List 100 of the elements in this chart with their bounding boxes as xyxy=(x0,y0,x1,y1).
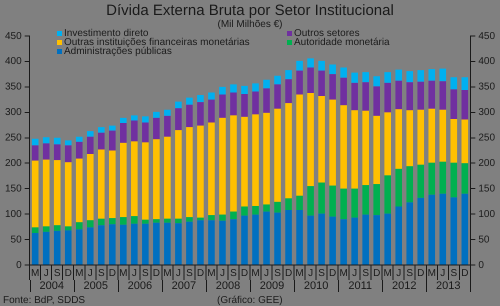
x-tick-label: D xyxy=(373,268,380,279)
bar xyxy=(230,92,237,116)
x-tick-label: D xyxy=(196,268,204,279)
bar xyxy=(32,145,38,161)
bar xyxy=(64,226,72,230)
bar xyxy=(263,88,270,113)
y2-tick-label: 400 xyxy=(478,56,496,68)
y-tick-label: 400 xyxy=(4,56,22,68)
bar xyxy=(241,206,248,216)
bar xyxy=(98,149,105,219)
bar xyxy=(120,123,127,143)
bar xyxy=(340,188,347,220)
bar xyxy=(252,83,259,92)
bar xyxy=(42,226,50,232)
bar xyxy=(318,214,325,264)
bar xyxy=(98,132,105,150)
bar xyxy=(186,98,193,105)
bar xyxy=(175,102,182,108)
y-tick-label: 300 xyxy=(4,107,22,118)
x-tick-label: M xyxy=(251,268,260,279)
bar xyxy=(175,218,182,224)
bar xyxy=(329,100,336,186)
text: 2010 xyxy=(304,280,328,292)
bar xyxy=(329,64,336,74)
bar xyxy=(109,150,116,218)
bar xyxy=(219,94,226,118)
y-tick-label: 250 xyxy=(4,132,22,144)
bar xyxy=(153,112,160,118)
bar xyxy=(384,112,391,176)
x-tick-label: M xyxy=(207,268,216,279)
bar xyxy=(417,164,424,198)
bar xyxy=(362,72,369,82)
bar xyxy=(86,131,94,137)
bar xyxy=(252,114,259,206)
legend-label: Outros setores xyxy=(294,28,360,39)
bar xyxy=(208,215,215,220)
x-tick-label: D xyxy=(64,268,72,279)
bar xyxy=(274,76,281,84)
bar xyxy=(428,194,436,264)
bar xyxy=(164,110,171,116)
bar xyxy=(109,130,116,150)
bar xyxy=(32,227,38,233)
bar xyxy=(230,219,237,264)
chart-subtitle: (Mil Milhões €) xyxy=(217,19,282,30)
x-tick-label: D xyxy=(329,268,336,279)
text: (Gráfico: GEE) xyxy=(217,295,283,306)
bar xyxy=(54,144,61,160)
x-tick-label: J xyxy=(352,268,358,279)
bar xyxy=(42,137,50,144)
x-tick-label: S xyxy=(406,268,414,279)
bar xyxy=(373,215,380,264)
bar xyxy=(263,204,270,212)
y-tick-label: 350 xyxy=(4,82,22,93)
bar xyxy=(318,96,325,183)
x-tick-label: J xyxy=(132,268,137,279)
bar xyxy=(450,162,458,198)
bar xyxy=(120,118,127,124)
bar xyxy=(450,89,458,119)
bar xyxy=(54,225,61,231)
y-tick-label: 450 xyxy=(4,30,22,42)
bar xyxy=(142,220,149,224)
bar xyxy=(153,222,160,264)
x-tick-label: M xyxy=(31,268,40,279)
y-tick-label: 50 xyxy=(10,234,22,246)
x-tick-label: J xyxy=(440,268,446,279)
bar xyxy=(109,218,116,224)
x-tick-label: D xyxy=(108,268,116,279)
bar xyxy=(109,224,116,264)
bar xyxy=(230,84,237,92)
bar xyxy=(197,126,204,218)
bar xyxy=(142,142,149,220)
bar xyxy=(131,120,138,142)
bar xyxy=(219,118,226,215)
x-tick-label: S xyxy=(230,268,238,279)
bar xyxy=(362,214,369,264)
bar xyxy=(175,130,182,219)
bar xyxy=(285,79,292,104)
y2-tick-label: 100 xyxy=(478,208,496,220)
bar xyxy=(241,94,248,117)
x-tick-label: J xyxy=(176,268,181,279)
bar xyxy=(406,166,414,202)
bar xyxy=(131,115,138,120)
bar xyxy=(42,160,50,226)
bar xyxy=(296,196,303,210)
bar xyxy=(373,116,380,184)
bar xyxy=(274,108,281,202)
bar xyxy=(384,175,391,214)
x-tick-label: S xyxy=(98,268,105,279)
bar xyxy=(64,230,72,264)
bar xyxy=(175,108,182,130)
bar xyxy=(76,222,83,230)
bar xyxy=(120,224,127,264)
x-tick-label: M xyxy=(428,268,436,279)
bar xyxy=(164,218,171,223)
legend-label: Administrações públicas xyxy=(64,46,172,57)
bar xyxy=(384,214,391,264)
bar xyxy=(142,116,149,123)
bar xyxy=(406,110,414,166)
bar xyxy=(373,184,380,216)
bar xyxy=(406,82,414,110)
